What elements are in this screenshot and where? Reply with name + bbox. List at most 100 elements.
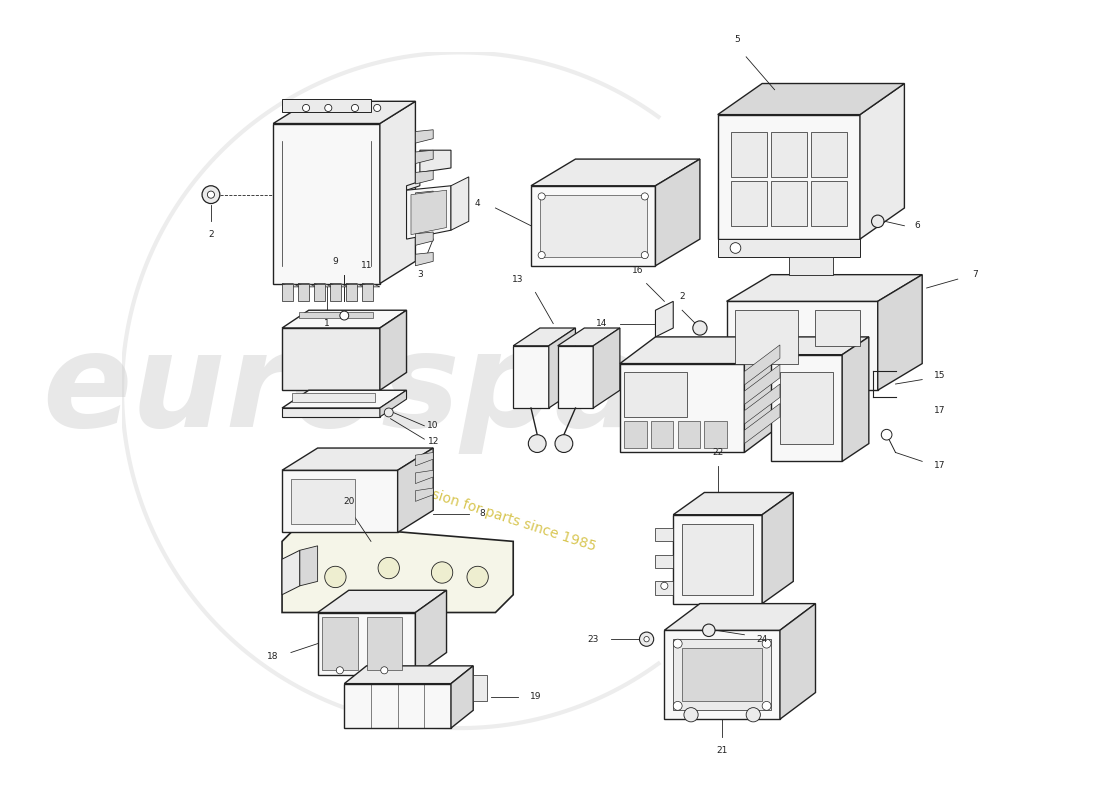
Circle shape [639, 632, 653, 646]
Polygon shape [299, 312, 373, 318]
Bar [771, 182, 806, 226]
Polygon shape [282, 283, 300, 287]
Polygon shape [344, 666, 473, 684]
Polygon shape [330, 283, 348, 287]
Polygon shape [745, 365, 780, 405]
Polygon shape [344, 684, 451, 728]
Circle shape [730, 242, 740, 254]
Text: 12: 12 [428, 438, 439, 446]
Bar [682, 524, 754, 594]
Circle shape [468, 566, 488, 588]
Polygon shape [717, 114, 860, 239]
Polygon shape [514, 328, 575, 346]
Bar [330, 283, 341, 302]
Text: 22: 22 [712, 448, 724, 457]
Polygon shape [273, 123, 380, 283]
Bar [282, 99, 371, 113]
Circle shape [324, 566, 346, 588]
Bar [366, 617, 403, 670]
Polygon shape [346, 283, 364, 287]
Bar [780, 373, 834, 443]
Polygon shape [656, 582, 673, 594]
Text: 8: 8 [480, 510, 485, 518]
Polygon shape [282, 550, 300, 594]
Bar [732, 133, 767, 177]
Polygon shape [727, 302, 878, 390]
Polygon shape [416, 211, 433, 225]
Polygon shape [282, 328, 380, 390]
Circle shape [324, 105, 332, 111]
Text: 17: 17 [934, 462, 946, 470]
Polygon shape [282, 524, 514, 613]
Text: 14: 14 [596, 319, 608, 328]
Circle shape [684, 708, 699, 722]
Circle shape [431, 562, 453, 583]
Circle shape [661, 582, 668, 590]
Bar [678, 422, 700, 448]
Text: 13: 13 [512, 274, 524, 284]
Polygon shape [745, 345, 780, 385]
Polygon shape [407, 186, 451, 239]
Circle shape [378, 558, 399, 578]
Polygon shape [282, 470, 397, 533]
Polygon shape [514, 346, 549, 408]
Polygon shape [282, 310, 407, 328]
Polygon shape [416, 130, 433, 143]
Text: 3: 3 [417, 270, 422, 279]
Bar [651, 422, 673, 448]
Polygon shape [416, 488, 433, 502]
Bar [811, 182, 847, 226]
Polygon shape [558, 346, 593, 408]
Circle shape [351, 105, 359, 111]
Bar [673, 639, 771, 710]
Polygon shape [298, 283, 316, 287]
Bar [811, 133, 847, 177]
Bar [282, 283, 293, 302]
Circle shape [762, 639, 771, 648]
Bar [682, 648, 762, 702]
Polygon shape [531, 159, 700, 186]
Polygon shape [282, 448, 433, 470]
Text: 7: 7 [972, 270, 978, 279]
Polygon shape [318, 613, 416, 674]
Polygon shape [379, 310, 407, 390]
Bar [732, 182, 767, 226]
Circle shape [528, 434, 546, 453]
Polygon shape [878, 274, 922, 390]
Polygon shape [416, 470, 433, 483]
Polygon shape [362, 283, 380, 287]
Polygon shape [745, 337, 780, 453]
Polygon shape [379, 390, 407, 417]
Polygon shape [717, 83, 904, 114]
Bar [322, 617, 358, 670]
Polygon shape [379, 102, 416, 283]
Polygon shape [656, 554, 673, 568]
Text: 2: 2 [680, 292, 685, 302]
Circle shape [641, 251, 648, 258]
Polygon shape [416, 170, 433, 184]
Text: 6: 6 [915, 222, 921, 230]
Circle shape [703, 624, 715, 637]
Bar [362, 283, 373, 302]
Circle shape [302, 105, 309, 111]
Polygon shape [771, 337, 869, 354]
Polygon shape [620, 337, 780, 363]
Bar [346, 283, 356, 302]
Bar [704, 422, 727, 448]
Circle shape [881, 430, 892, 440]
Text: eurospares: eurospares [43, 326, 877, 454]
Polygon shape [673, 514, 762, 604]
Text: 20: 20 [343, 497, 354, 506]
Text: 21: 21 [716, 746, 728, 755]
Text: 2: 2 [208, 230, 213, 239]
Circle shape [673, 639, 682, 648]
Polygon shape [593, 328, 620, 408]
Bar [298, 283, 309, 302]
Circle shape [374, 105, 381, 111]
Polygon shape [416, 453, 433, 466]
Polygon shape [762, 493, 793, 604]
Polygon shape [407, 150, 451, 190]
Bar [625, 422, 647, 448]
Polygon shape [318, 590, 447, 613]
Polygon shape [620, 363, 745, 453]
